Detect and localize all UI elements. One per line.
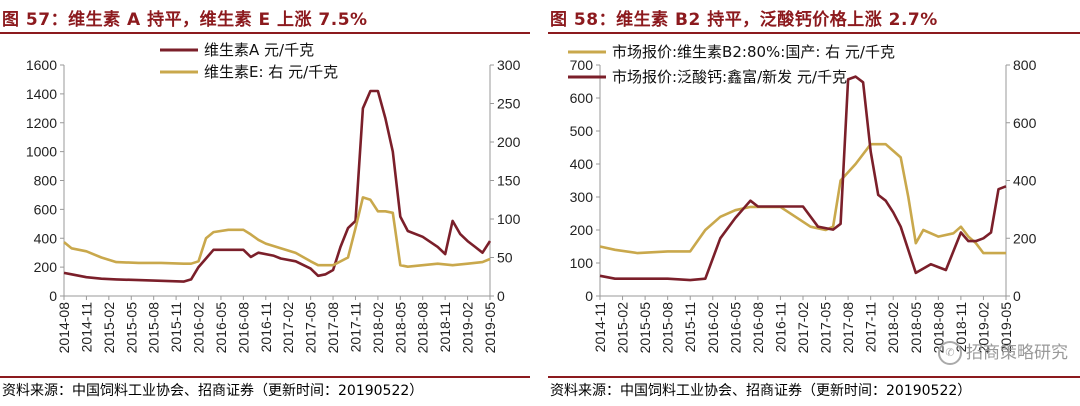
x-tick-label: 2016-05	[213, 302, 229, 354]
legend-label: 市场报价:维生素B2:80%:国产: 右 元/千克	[612, 43, 895, 61]
y-left-tick-label: 100	[570, 255, 594, 271]
x-tick-label: 2018-11	[437, 302, 453, 353]
x-tick-label: 2018-08	[930, 302, 946, 354]
y-right-tick-label: 200	[1013, 230, 1037, 246]
wechat-icon: ✆	[938, 341, 962, 365]
left-line-chart: 0 200 400 600 800 1000 1200 1400 1600 0 50 100 150 20…	[26, 41, 521, 354]
x-tick-label: 2015-08	[660, 302, 676, 354]
x-tick-label: 2019-02	[460, 302, 476, 354]
watermark: ✆ 招商策略研究	[938, 338, 1068, 365]
y-left-tick-label: 600	[34, 201, 58, 217]
x-tick-label: 2014-11	[592, 302, 608, 353]
y-right-tick-label: 50	[497, 250, 513, 266]
x-tick-label: 2017-11	[863, 302, 879, 353]
right-line-chart: 0 100 200 300 400 500 600 700 0 200 400 600 800 2014-…	[568, 43, 1037, 354]
x-tick-label: 2015-05	[123, 302, 139, 354]
source-rule	[0, 376, 530, 378]
y-left-tick-label: 0	[49, 288, 57, 304]
series-line-2	[599, 75, 1007, 282]
series-line-1	[599, 142, 1006, 255]
y-left-tick-label: 0	[585, 288, 593, 304]
y-right-tick-label: 0	[1013, 288, 1021, 304]
title-rule	[548, 32, 1080, 34]
y-right-tick-label: 250	[497, 96, 521, 112]
x-tick-label: 2016-02	[705, 302, 721, 354]
y-left-tick-label: 200	[570, 222, 594, 238]
y-left-tick-label: 700	[570, 57, 594, 73]
y-right-tick-label: 0	[497, 288, 505, 304]
y-left-tick-label: 800	[34, 173, 58, 189]
chart-title: 图 57：维生素 A 持平，维生素 E 上涨 7.5%	[2, 10, 368, 30]
x-tick-label: 2017-05	[303, 302, 319, 354]
source-note: 资料来源：中国饲料工业协会、招商证券（更新时间：20190522）	[550, 383, 972, 399]
source-note: 资料来源：中国饲料工业协会、招商证券（更新时间：20190522）	[2, 383, 424, 399]
y-right-tick-label: 600	[1013, 115, 1037, 131]
x-tick-label: 2016-02	[191, 302, 207, 354]
y-right-tick-label: 400	[1013, 173, 1037, 189]
x-tick-label: 2018-05	[908, 302, 924, 354]
series-line-2	[63, 196, 491, 268]
x-tick-label: 2014-08	[56, 302, 72, 354]
watermark-text: 招商策略研究	[966, 343, 1068, 363]
y-right-tick-label: 800	[1013, 57, 1037, 73]
x-tick-label: 2018-02	[370, 302, 386, 354]
series-line-1	[63, 89, 492, 283]
y-left-tick-label: 1600	[26, 57, 57, 73]
x-tick-label: 2018-05	[392, 302, 408, 354]
x-tick-label: 2017-08	[325, 302, 341, 354]
legend-label: 市场报价:泛酸钙:鑫富/新发 元/千克	[612, 68, 847, 86]
x-tick-label: 2016-11	[772, 302, 788, 353]
x-tick-label: 2015-05	[637, 302, 653, 354]
y-left-tick-label: 400	[34, 230, 58, 246]
y-left-tick-label: 1000	[26, 144, 57, 160]
x-tick-label: 2015-08	[146, 302, 162, 354]
x-tick-label: 2015-02	[101, 302, 117, 354]
y-left-tick-label: 1400	[26, 86, 57, 102]
y-left-tick-label: 500	[570, 123, 594, 139]
title-rule	[0, 32, 530, 34]
y-left-tick-label: 1200	[26, 115, 57, 131]
x-tick-label: 2019-05	[998, 302, 1014, 354]
x-tick-label: 2015-11	[682, 302, 698, 353]
x-tick-label: 2017-02	[280, 302, 296, 354]
legend-label: 维生素E: 右 元/千克	[204, 63, 338, 81]
y-right-tick-label: 300	[497, 57, 521, 73]
y-right-tick-label: 150	[497, 173, 521, 189]
legend-label: 维生素A 元/千克	[204, 41, 314, 59]
x-tick-label: 2016-05	[727, 302, 743, 354]
x-tick-label: 2016-08	[750, 302, 766, 354]
x-tick-label: 2019-05	[482, 302, 498, 354]
y-right-tick-label: 200	[497, 134, 521, 150]
x-tick-label: 2017-02	[795, 302, 811, 354]
right-chart-panel: 图 58：维生素 B2 持平，泛酸钙价格上涨 2.7% 0 100 200 300 40…	[548, 0, 1080, 406]
x-tick-label: 2017-08	[840, 302, 856, 354]
x-tick-label: 2017-11	[347, 302, 363, 353]
x-tick-label: 2016-11	[258, 302, 274, 353]
x-tick-label: 2018-11	[953, 302, 969, 353]
x-tick-label: 2018-02	[885, 302, 901, 354]
source-rule	[548, 376, 1080, 378]
y-right-tick-label: 100	[497, 211, 521, 227]
y-left-tick-label: 300	[570, 189, 594, 205]
x-tick-label: 2017-05	[818, 302, 834, 354]
left-chart-panel: 图 57：维生素 A 持平，维生素 E 上涨 7.5% 0 200 400 600 80…	[0, 0, 530, 406]
x-tick-label: 2015-11	[168, 302, 184, 353]
y-left-tick-label: 400	[570, 156, 594, 172]
chart-title: 图 58：维生素 B2 持平，泛酸钙价格上涨 2.7%	[550, 10, 938, 30]
y-left-tick-label: 200	[34, 259, 58, 275]
x-tick-label: 2018-08	[415, 302, 431, 354]
x-tick-label: 2014-11	[78, 302, 94, 353]
y-left-tick-label: 600	[570, 90, 594, 106]
x-tick-label: 2019-02	[975, 302, 991, 354]
x-tick-label: 2016-08	[235, 302, 251, 354]
x-tick-label: 2015-02	[615, 302, 631, 354]
